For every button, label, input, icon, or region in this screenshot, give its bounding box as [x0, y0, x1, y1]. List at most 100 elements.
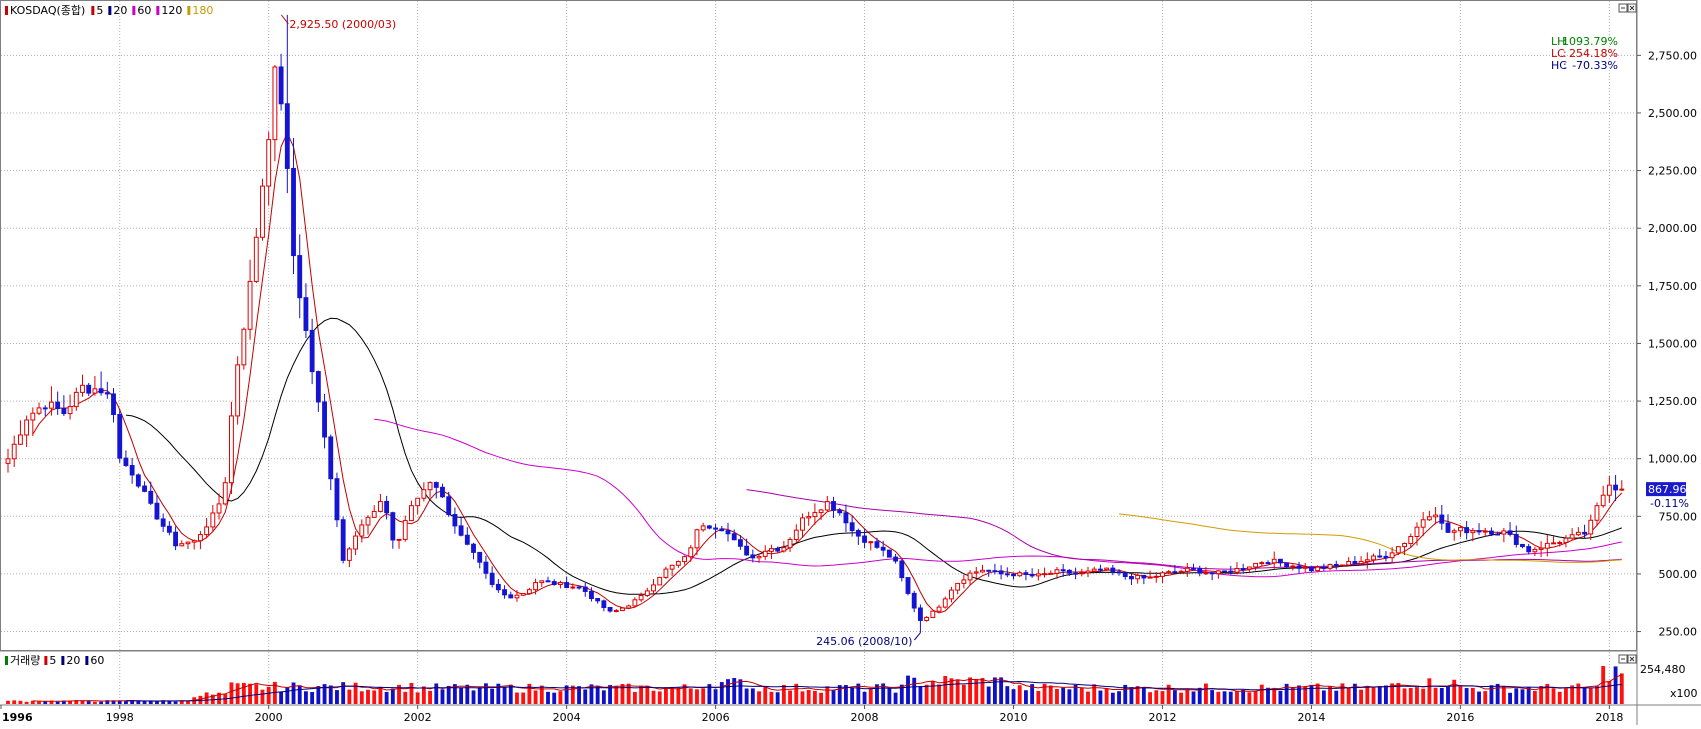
volume-bar — [1290, 687, 1295, 704]
candle-down — [1004, 573, 1010, 576]
candle-down — [1476, 530, 1482, 533]
volume-bar — [1340, 683, 1345, 704]
volume-bar — [1104, 688, 1109, 704]
volume-bar — [1396, 682, 1401, 704]
volume-bar — [1061, 687, 1066, 704]
candle-up — [24, 419, 30, 436]
candle-up — [260, 185, 265, 238]
volume-bar — [173, 701, 178, 704]
candle-up — [1091, 568, 1097, 572]
volume-bar — [217, 692, 221, 704]
candle-down — [495, 583, 501, 591]
volume-bar — [974, 678, 979, 704]
volume-bar — [812, 690, 817, 704]
volume-bar — [446, 685, 451, 704]
volume-bar — [297, 685, 302, 704]
candle-up — [1414, 526, 1420, 538]
candle-up — [1408, 536, 1414, 545]
legend-marker — [91, 6, 95, 15]
y-tick-label: 2,000.00 — [1648, 222, 1697, 235]
candle-down — [874, 541, 880, 548]
candle-down — [1116, 571, 1122, 574]
candle-up — [557, 582, 563, 586]
volume-bar — [1452, 679, 1457, 704]
volume-bar — [353, 682, 358, 704]
candle-up — [1557, 542, 1563, 545]
y-tick-label: 1,250.00 — [1648, 395, 1697, 408]
candle-down — [1526, 546, 1532, 553]
volume-bar — [887, 688, 892, 704]
volume-bar — [1160, 691, 1165, 704]
volume-bar — [1266, 687, 1270, 704]
candle-down — [489, 572, 495, 585]
volume-bar — [1489, 685, 1494, 704]
volume-bar — [713, 689, 718, 704]
candle-up — [1035, 573, 1041, 577]
volume-bar — [664, 687, 668, 704]
candle-down — [1284, 562, 1290, 568]
volume-bar — [18, 700, 23, 704]
volume-bar — [1204, 683, 1208, 704]
candle-down — [148, 490, 154, 504]
volume-bar — [856, 683, 861, 704]
price-panel-window-buttons[interactable] — [1618, 3, 1637, 13]
candle-down — [1613, 484, 1619, 491]
candle-up — [930, 610, 936, 618]
volume-bar — [92, 701, 97, 704]
volume-bar — [1011, 689, 1016, 704]
volume-bar — [1135, 686, 1140, 704]
volume-bar — [608, 685, 612, 704]
volume-bar — [304, 691, 308, 704]
volume-bar — [844, 685, 848, 704]
volume-bar — [37, 701, 41, 704]
volume-bar — [310, 691, 315, 704]
volume-bar — [1365, 686, 1370, 704]
candle-up — [359, 524, 365, 537]
candle-up — [272, 66, 278, 141]
legend-ma-180: 180 — [192, 4, 213, 17]
low-annotation: 245.06 (2008/10) — [816, 632, 921, 648]
candle-down — [322, 401, 327, 438]
candle-up — [961, 579, 967, 584]
volume-bar — [825, 686, 830, 704]
candle-up — [570, 586, 576, 589]
candle-down — [1222, 570, 1227, 573]
candle-up — [67, 406, 73, 415]
candle-up — [1389, 552, 1395, 559]
volume-bar — [148, 701, 153, 704]
volume-panel-window-buttons[interactable] — [1618, 654, 1637, 664]
x-tick-label: 1996 — [2, 711, 33, 724]
candle-up — [1203, 572, 1209, 575]
candle-down — [160, 518, 166, 527]
candle-down — [719, 528, 725, 532]
candle-down — [1383, 555, 1389, 559]
candle-down — [899, 560, 905, 579]
volume-bar — [651, 690, 656, 704]
candle-down — [992, 570, 998, 573]
candle-up — [1135, 574, 1141, 580]
stat-lh-label: LH — [1551, 35, 1565, 48]
volume-bar — [850, 687, 855, 704]
volume-bar — [74, 700, 79, 704]
volume-bar — [341, 682, 346, 704]
candle-up — [651, 584, 656, 592]
candle-down — [1309, 566, 1314, 572]
candle-up — [73, 391, 79, 408]
candle-up — [1104, 567, 1110, 571]
candle-up — [1271, 558, 1277, 564]
volume-legend: 거래량 — [5, 654, 40, 667]
volume-bar — [515, 692, 519, 704]
candle-up — [247, 280, 253, 330]
volume-bar — [86, 701, 91, 704]
candle-up — [1234, 567, 1240, 573]
low-annotation-leader — [914, 632, 921, 641]
volume-bar — [1098, 690, 1103, 704]
legend-ma-20: 20 — [113, 4, 127, 17]
volume-bar — [875, 684, 879, 704]
volume-bar — [999, 677, 1004, 704]
candle-up — [80, 384, 85, 393]
candle-up — [1302, 566, 1308, 569]
volume-bar — [409, 682, 414, 704]
volume-bar — [912, 677, 917, 704]
volume-bar — [335, 690, 339, 704]
